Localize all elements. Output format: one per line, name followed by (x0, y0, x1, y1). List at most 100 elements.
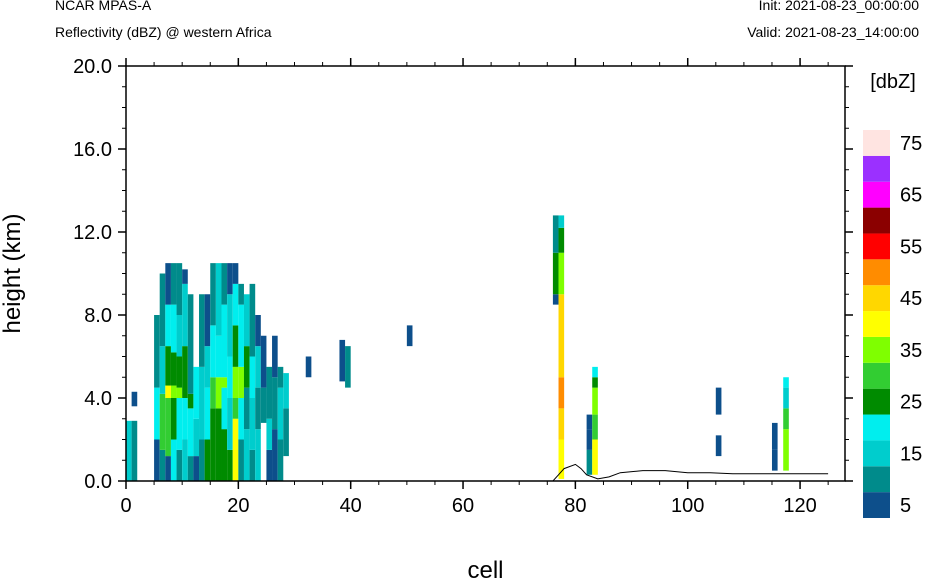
reflectivity-cell (783, 387, 789, 409)
y-tick-label: 20.0 (73, 56, 112, 78)
reflectivity-cell (187, 393, 194, 409)
reflectivity-cell (187, 456, 194, 481)
colorbar-swatch (863, 155, 890, 182)
x-tick-label: 20 (227, 495, 249, 517)
reflectivity-cell (165, 263, 171, 305)
y-tick-label: 0.0 (84, 471, 112, 493)
reflectivity-cell (305, 356, 312, 378)
colorbar-label: 5 (900, 495, 911, 517)
reflectivity-cell (154, 439, 160, 481)
reflectivity-cell (249, 283, 256, 357)
reflectivity-cell (182, 269, 188, 284)
reflectivity-cell (170, 263, 177, 305)
reflectivity-cell (204, 294, 211, 347)
reflectivity-cell (165, 385, 171, 398)
y-axis-ticks: 0.0 4.0 8.0 12.0 16.0 20.0 (73, 56, 853, 493)
reflectivity-cell (255, 346, 261, 388)
reflectivity-cell (266, 449, 273, 481)
reflectivity-cell (165, 398, 171, 457)
reflectivity-cell (176, 449, 183, 481)
reflectivity-cell (210, 325, 216, 378)
reflectivity-cell (204, 439, 211, 481)
reflectivity-cell (345, 346, 351, 388)
reflectivity-cell (592, 439, 598, 475)
reflectivity-cell (272, 335, 278, 378)
colorbar-swatch (863, 259, 890, 286)
colorbar-label: 65 (900, 185, 922, 207)
reflectivity-cell (176, 263, 183, 315)
reflectivity-cell (249, 398, 256, 450)
y-tick-label: 8.0 (84, 305, 112, 327)
reflectivity-cell (193, 366, 200, 419)
colorbar-swatch (863, 336, 890, 363)
reflectivity-cell (221, 429, 228, 481)
colorbar-swatch (863, 414, 890, 441)
colorbar: 5 15 25 35 45 55 65 75 (863, 130, 922, 518)
reflectivity-cell (154, 315, 160, 388)
y-tick-label: 12.0 (73, 222, 112, 244)
reflectivity-cell (771, 449, 778, 471)
reflectivity-cell (165, 456, 171, 481)
reflectivity-cell (204, 387, 211, 440)
reflectivity-cell (266, 418, 273, 450)
reflectivity-cell (227, 356, 233, 398)
reflectivity-cell (170, 398, 177, 440)
reflectivity-cell (277, 439, 284, 481)
reflectivity-cell (159, 273, 166, 347)
reflectivity-cell (249, 356, 256, 398)
reflectivity-cell (558, 408, 565, 440)
chart-subtitle: Reflectivity (dBZ) @ western Africa (55, 24, 272, 40)
reflectivity-cell (199, 294, 205, 367)
colorbar-swatch (863, 492, 890, 518)
reflectivity-cell (260, 335, 267, 388)
init-time-label: Init: 2021-08-23_00:00:00 (758, 0, 919, 13)
reflectivity-cell (187, 408, 194, 457)
reflectivity-cell (210, 263, 216, 326)
reflectivity-cell (232, 283, 239, 326)
colorbar-title: [dbZ] (870, 71, 916, 93)
reflectivity-cell (221, 263, 228, 305)
reflectivity-cell (227, 263, 233, 295)
colorbar-swatch (863, 466, 890, 493)
reflectivity-cell (255, 429, 261, 481)
reflectivity-cell (558, 377, 565, 409)
reflectivity-cell (283, 408, 289, 457)
reflectivity-cell (272, 377, 278, 430)
reflectivity-cell (170, 352, 177, 386)
reflectivity-cell (159, 449, 166, 481)
reflectivity-cell (266, 366, 273, 419)
reflectivity-cell (783, 377, 789, 388)
reflectivity-cell (783, 408, 789, 430)
reflectivity-cell (165, 346, 171, 386)
reflectivity-cell (193, 456, 200, 481)
reflectivity-cell (221, 377, 228, 388)
x-tick-label: 60 (452, 495, 474, 517)
reflectivity-cell (232, 263, 239, 284)
reflectivity-cell (170, 304, 177, 353)
colorbar-swatch (863, 311, 890, 337)
colorbar-swatch (863, 130, 890, 156)
reflectivity-cell (406, 325, 413, 347)
reflectivity-cell (243, 429, 250, 481)
reflectivity-cell (238, 366, 244, 398)
reflectivity-cell (592, 366, 598, 378)
colorbar-swatch (863, 207, 890, 234)
x-axis-ticks: 0 20 40 60 80 100 120 (120, 58, 829, 517)
reflectivity-cell (552, 294, 559, 305)
reflectivity-cell (238, 304, 244, 367)
reflectivity-cell (227, 398, 233, 450)
reflectivity-cell (182, 439, 188, 481)
reflectivity-cell (232, 366, 239, 398)
colorbar-swatch (863, 285, 890, 312)
reflectivity-cell (243, 387, 250, 430)
reflectivity-cell (159, 346, 166, 394)
reflectivity-cell (182, 283, 188, 347)
reflectivity-cell (238, 398, 244, 440)
y-tick-label: 16.0 (73, 139, 112, 161)
reflectivity-cell (255, 387, 261, 430)
reflectivity-cell (243, 294, 250, 347)
reflectivity-cell (199, 439, 205, 481)
colorbar-label: 25 (900, 392, 922, 414)
reflectivity-cell (176, 387, 183, 398)
